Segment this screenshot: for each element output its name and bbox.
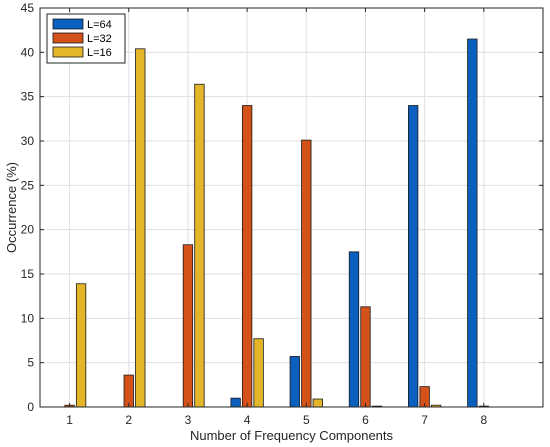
bar-l16-5 (312, 398, 323, 408)
bar-l32-2 (123, 374, 134, 408)
y-tick-label: 45 (21, 1, 35, 15)
y-tick-label: 25 (21, 178, 35, 192)
legend: L=64 L=32 L=16 (46, 13, 126, 64)
x-tick-label: 7 (421, 413, 428, 427)
x-tick-label: 1 (66, 413, 73, 427)
y-tick-label: 30 (21, 134, 35, 148)
y-tick-label: 15 (21, 267, 35, 281)
plot-frame (39, 7, 544, 408)
bar-l16-3 (194, 83, 205, 408)
y-tick-label: 40 (21, 45, 35, 59)
x-tick-label: 4 (244, 413, 251, 427)
legend-entry-l32: L=32 (52, 32, 112, 45)
bar-l64-5 (289, 356, 300, 408)
bar-l32-6 (360, 306, 371, 408)
x-tick-label: 6 (362, 413, 369, 427)
bar-l16-2 (135, 48, 146, 408)
y-tick-label: 10 (21, 311, 35, 325)
legend-entry-l64: L=64 (52, 18, 112, 31)
y-tick-label: 0 (27, 400, 34, 414)
x-tick-label: 8 (480, 413, 487, 427)
legend-swatch-l32 (52, 32, 84, 44)
y-tick-label: 35 (21, 90, 35, 104)
legend-label-l64: L=64 (87, 19, 112, 31)
x-tick-label: 2 (125, 413, 132, 427)
bar-l16-4 (253, 338, 264, 408)
bars (64, 38, 489, 408)
legend-label-l32: L=32 (87, 33, 112, 45)
y-tick-label: 20 (21, 223, 35, 237)
bar-l64-6 (348, 251, 360, 408)
legend-swatch-l16 (52, 46, 84, 58)
legend-entry-l16: L=16 (52, 46, 112, 59)
x-axis-label: Number of Frequency Components (190, 428, 394, 443)
bar-l32-4 (241, 105, 253, 408)
y-axis-label: Occurrence (%) (4, 162, 19, 253)
legend-swatch-l64 (52, 18, 84, 30)
legend-label-l16: L=16 (87, 47, 112, 59)
bar-l64-8 (467, 38, 478, 408)
y-tick-label: 5 (27, 356, 34, 370)
bar-l16-1 (75, 283, 87, 408)
bar-l64-7 (407, 105, 419, 408)
x-tick-label: 3 (185, 413, 192, 427)
x-tick-label: 5 (303, 413, 310, 427)
bar-l32-5 (301, 139, 312, 408)
bar-l32-3 (182, 244, 194, 408)
bar-l64-4 (230, 397, 241, 408)
